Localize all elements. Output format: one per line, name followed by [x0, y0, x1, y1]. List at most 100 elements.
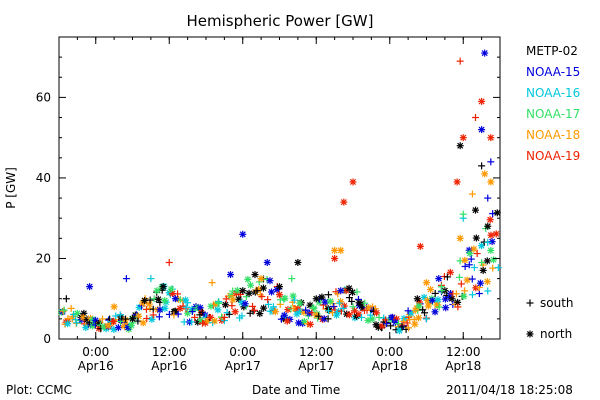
band-marker [461, 256, 469, 264]
band-marker [476, 279, 484, 287]
plot-timestamp: 2011/04/18 18:25:08 [446, 383, 573, 397]
x-tick-date: Apr16 [151, 359, 187, 373]
data-point-metp-02 [159, 283, 167, 291]
band-marker [174, 310, 182, 318]
band-marker [114, 324, 122, 332]
band-marker [277, 315, 285, 323]
band-marker [280, 311, 288, 319]
data-point-noaa-19 [340, 198, 348, 206]
x-tick-time: 0:00 [376, 345, 403, 359]
band-marker [484, 287, 492, 295]
band-marker [170, 311, 178, 319]
band-marker [465, 261, 473, 269]
band-marker [59, 307, 67, 315]
data-point-noaa-16 [116, 311, 124, 319]
band-marker [454, 303, 462, 311]
data-point-metp-02 [196, 311, 204, 319]
band-marker [149, 311, 157, 319]
data-point-noaa-17 [438, 287, 446, 295]
band-marker [321, 298, 329, 306]
data-point-noaa-15 [227, 271, 234, 279]
band-marker [290, 296, 298, 304]
band-marker [228, 302, 236, 310]
band-marker [247, 281, 255, 289]
band-marker [259, 284, 267, 292]
plot-credit: Plot: CCMC [6, 383, 72, 397]
band-marker [475, 290, 483, 298]
band-marker [229, 296, 237, 304]
band-marker [357, 313, 365, 321]
y-tick-label: 20 [36, 251, 51, 265]
data-point-metp-02 [456, 142, 464, 150]
data-point-metp-02 [325, 291, 332, 299]
data-point-noaa-16 [269, 303, 277, 311]
band-marker [253, 287, 261, 295]
x-tick-date: Apr18 [372, 359, 408, 373]
band-marker [441, 295, 449, 303]
data-point-metp-02 [355, 299, 363, 307]
data-point-noaa-15 [337, 287, 345, 295]
data-point-noaa-17 [214, 299, 222, 307]
band-marker [148, 315, 156, 323]
band-marker [455, 273, 463, 281]
band-marker [431, 308, 439, 316]
band-marker [161, 304, 169, 312]
band-marker [264, 300, 272, 308]
band-marker [112, 312, 120, 320]
legend-entry-noaa-17: NOAA-17 [526, 107, 580, 121]
band-marker [161, 297, 169, 305]
data-point-noaa-16 [325, 307, 332, 315]
x-axis-label: Date and Time [252, 383, 341, 397]
band-marker [383, 320, 391, 328]
band-marker [461, 262, 469, 270]
band-marker [182, 303, 190, 311]
data-point-metp-02 [129, 315, 136, 323]
band-marker [472, 234, 480, 242]
legend-entry-noaa-15: NOAA-15 [526, 65, 580, 79]
band-marker [333, 311, 341, 319]
band-marker [348, 297, 356, 305]
data-point-noaa-15 [478, 126, 486, 134]
band-marker [156, 306, 164, 314]
data-point-noaa-18 [208, 279, 216, 287]
data-point-noaa-18 [331, 246, 339, 254]
band-marker [110, 317, 118, 325]
data-point-metp-02 [276, 283, 283, 291]
band-marker [483, 278, 491, 286]
band-marker [241, 300, 249, 308]
data-point-noaa-15 [122, 275, 130, 283]
band-marker [335, 299, 343, 307]
band-marker [251, 306, 259, 314]
band-marker [256, 310, 264, 318]
band-marker [302, 306, 310, 314]
band-marker [245, 289, 253, 297]
legend-label-south: south [540, 296, 574, 310]
band-marker [468, 275, 476, 283]
data-point-noaa-19 [416, 242, 424, 250]
band-marker [400, 317, 408, 325]
x-tick-date: Apr18 [445, 359, 481, 373]
data-point-noaa-17 [153, 287, 161, 295]
band-marker [154, 295, 162, 303]
data-point-noaa-15 [263, 258, 271, 266]
band-marker [475, 284, 483, 292]
band-marker [345, 294, 353, 302]
data-point-metp-02 [239, 287, 247, 295]
y-tick-label: 0 [43, 332, 51, 346]
band-marker [404, 324, 412, 332]
data-point-noaa-19 [453, 178, 461, 186]
data-point-noaa-18 [487, 178, 495, 186]
legend-entry-noaa-16: NOAA-16 [526, 86, 580, 100]
band-marker [221, 301, 229, 309]
data-point-noaa-16 [468, 291, 476, 299]
data-point-noaa-15 [435, 275, 443, 283]
data-point-noaa-18 [337, 246, 345, 254]
band-marker [442, 304, 450, 312]
legend-entry-metp-02: METP-02 [526, 44, 578, 58]
legend: METP-02 NOAA-15 NOAA-16 NOAA-17 NOAA-18 NOAA-… [526, 44, 580, 341]
y-tick-label: 60 [36, 90, 51, 104]
y-tick-label: 40 [36, 171, 51, 185]
band-marker [387, 322, 395, 330]
band-marker [238, 299, 246, 307]
